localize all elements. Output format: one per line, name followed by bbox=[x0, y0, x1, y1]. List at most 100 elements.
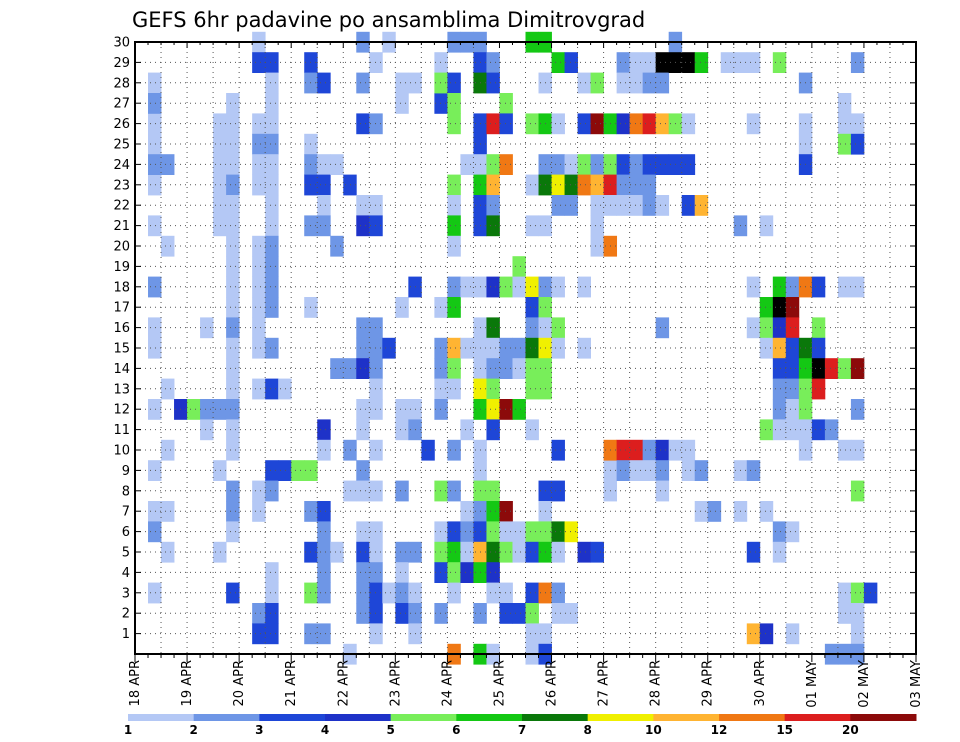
heatmap-cell bbox=[317, 582, 331, 604]
heatmap-cell bbox=[772, 276, 787, 298]
heatmap-cell bbox=[434, 480, 448, 502]
heatmap-cell bbox=[213, 399, 227, 420]
heatmap-cell bbox=[356, 399, 370, 420]
heatmap-cell bbox=[746, 623, 761, 645]
legend-label: 15 bbox=[776, 723, 793, 737]
x-tick-label: 19 APR bbox=[180, 660, 195, 706]
heatmap-cell bbox=[590, 174, 604, 196]
heatmap-cell bbox=[577, 276, 591, 298]
heatmap-cell bbox=[785, 297, 800, 318]
heatmap-cell bbox=[369, 603, 383, 624]
legend-label: 20 bbox=[842, 723, 859, 737]
heatmap-cell bbox=[512, 276, 526, 298]
heatmap-cell bbox=[252, 623, 266, 645]
heatmap-cell bbox=[148, 93, 162, 114]
heatmap-cell bbox=[252, 297, 266, 318]
heatmap-cell bbox=[226, 582, 240, 604]
legend-label: 10 bbox=[645, 723, 662, 737]
heatmap-cell bbox=[564, 521, 578, 543]
heatmap-cell bbox=[564, 195, 578, 216]
heatmap-cell bbox=[265, 52, 279, 73]
heatmap-cell bbox=[486, 154, 500, 175]
heatmap-cell bbox=[499, 276, 513, 298]
heatmap-cell bbox=[447, 297, 461, 318]
heatmap-cell bbox=[837, 133, 852, 155]
x-tick-label: 18 APR bbox=[128, 660, 143, 706]
heatmap-cell bbox=[512, 521, 526, 543]
heatmap-cell bbox=[590, 215, 604, 237]
heatmap-cell bbox=[434, 541, 448, 563]
heatmap-cell bbox=[226, 480, 240, 502]
heatmap-cell bbox=[187, 399, 201, 420]
heatmap-cell bbox=[616, 154, 631, 175]
heatmap-cell bbox=[330, 541, 344, 563]
heatmap-cell bbox=[551, 154, 565, 175]
heatmap-cell bbox=[213, 460, 227, 481]
heatmap-cell bbox=[629, 174, 644, 196]
legend-swatch bbox=[784, 714, 851, 721]
heatmap-cell bbox=[525, 419, 539, 441]
heatmap-cell bbox=[434, 93, 448, 114]
y-tick-label: 10 bbox=[113, 444, 130, 459]
heatmap-cell bbox=[707, 501, 722, 522]
heatmap-cell bbox=[850, 358, 865, 379]
legend-swatch bbox=[850, 714, 917, 721]
heatmap-cell bbox=[616, 460, 631, 481]
heatmap-cell bbox=[772, 419, 787, 441]
heatmap-cell bbox=[486, 562, 500, 583]
heatmap-cell bbox=[772, 52, 787, 73]
heatmap-cell bbox=[447, 215, 461, 237]
heatmap-cell bbox=[265, 93, 279, 114]
heatmap-cell bbox=[837, 603, 852, 624]
legend-label: 12 bbox=[711, 723, 728, 737]
heatmap-cell bbox=[850, 582, 865, 604]
heatmap-cell bbox=[330, 358, 344, 379]
heatmap-cell bbox=[395, 399, 409, 420]
heatmap-cell bbox=[317, 72, 331, 94]
y-tick-label: 17 bbox=[113, 301, 130, 316]
heatmap-cell bbox=[772, 358, 787, 379]
heatmap-cell bbox=[655, 72, 670, 94]
heatmap-cell bbox=[447, 93, 461, 114]
heatmap-cell bbox=[356, 582, 370, 604]
heatmap-cell bbox=[486, 276, 500, 298]
y-tick-label: 20 bbox=[113, 240, 130, 255]
heatmap-cell bbox=[369, 52, 383, 73]
heatmap-cell bbox=[356, 419, 370, 441]
heatmap-cell bbox=[291, 460, 305, 481]
heatmap-cell bbox=[369, 582, 383, 604]
heatmap-cell bbox=[551, 195, 565, 216]
heatmap-cell bbox=[850, 52, 865, 73]
heatmap-cell bbox=[434, 399, 448, 420]
heatmap-cell bbox=[577, 72, 591, 94]
heatmap-cell bbox=[525, 113, 539, 135]
heatmap-cell bbox=[252, 501, 266, 522]
heatmap-cell bbox=[772, 317, 787, 339]
heatmap-cell bbox=[447, 195, 461, 216]
color-legend: 1 2 3 4 5 6 7 8 10 12 15 20 bbox=[124, 714, 917, 737]
heatmap-cell bbox=[590, 154, 604, 175]
y-tick-label: 27 bbox=[113, 97, 130, 112]
heatmap-cell bbox=[499, 154, 513, 175]
heatmap-cell bbox=[551, 480, 565, 502]
heatmap-cell bbox=[447, 439, 461, 461]
legend-label: 6 bbox=[452, 723, 460, 737]
heatmap-cell bbox=[226, 256, 240, 277]
heatmap-cell bbox=[655, 154, 670, 175]
heatmap-cell bbox=[148, 154, 162, 175]
heatmap-cell bbox=[499, 603, 513, 624]
heatmap-cell bbox=[213, 195, 227, 216]
heatmap-cell bbox=[577, 174, 591, 196]
heatmap-cell bbox=[525, 276, 539, 298]
heatmap-cell bbox=[317, 195, 331, 216]
heatmap-cell bbox=[655, 480, 670, 502]
heatmap-cell bbox=[434, 521, 448, 543]
heatmap-cell bbox=[850, 439, 865, 461]
heatmap-cell bbox=[395, 541, 409, 563]
heatmap-cell bbox=[525, 623, 539, 645]
heatmap-cell bbox=[785, 358, 800, 379]
heatmap-cell bbox=[772, 399, 787, 420]
heatmap-cell bbox=[395, 582, 409, 604]
heatmap-cell bbox=[434, 337, 448, 359]
heatmap-cell bbox=[486, 113, 500, 135]
